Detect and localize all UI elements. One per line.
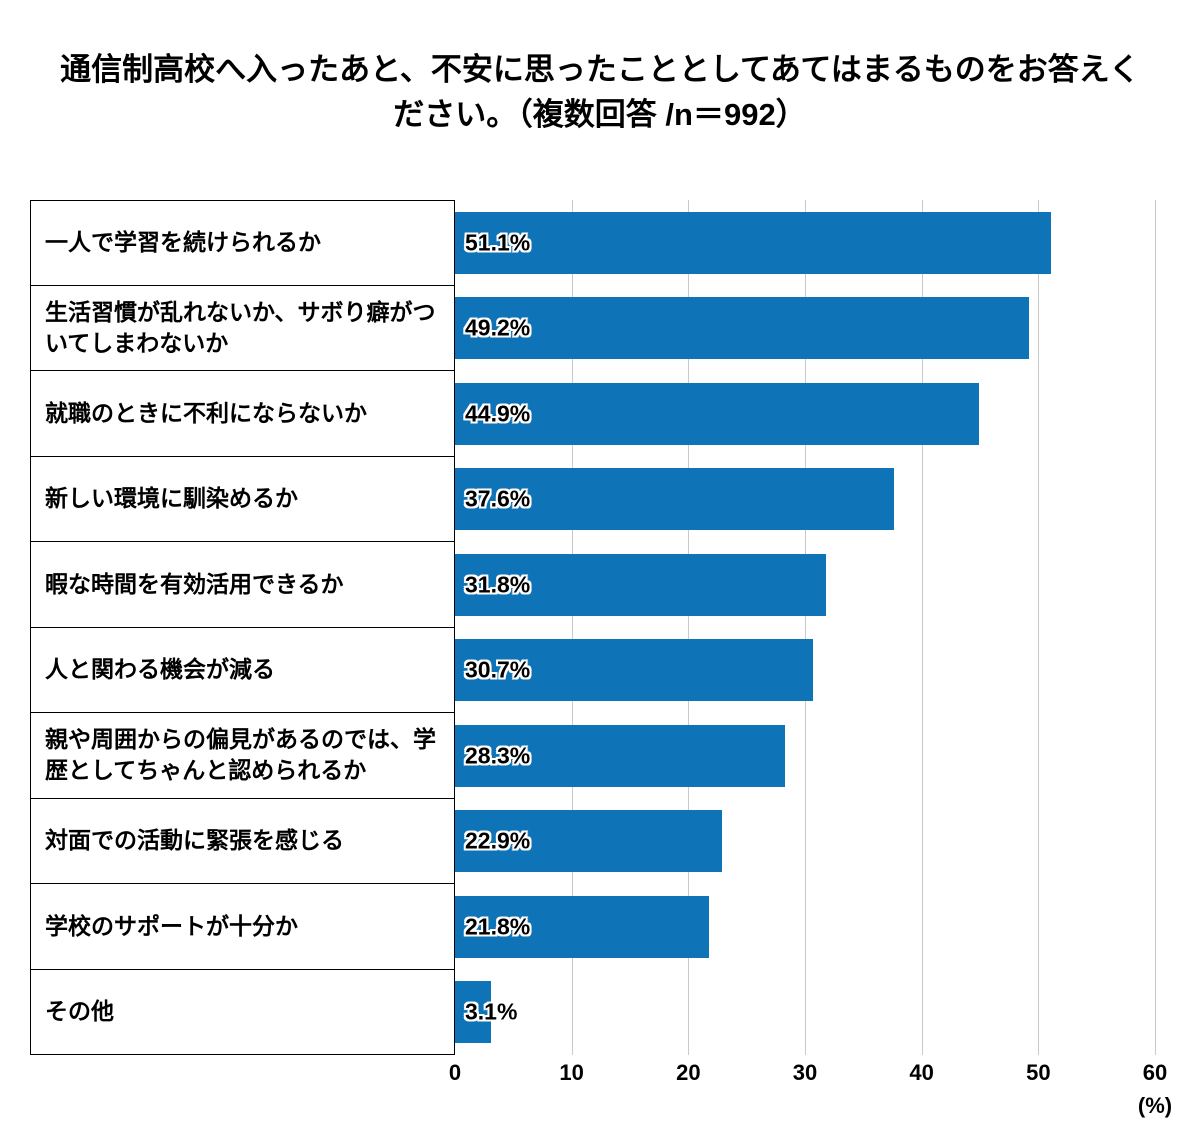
bar-value-label: 30.7% [465, 656, 531, 683]
bar-track: 51.1% [455, 200, 1155, 286]
bar [455, 468, 894, 531]
gridline [921, 200, 923, 1055]
category-label: その他 [30, 969, 455, 1055]
bar-track: 3.1% [455, 970, 1155, 1056]
chart-rows: 一人で学習を続けられるか 51.1% 生活習慣が乱れないか、サボり癖がついてしまわな… [30, 200, 1155, 1055]
bar-track: 31.8% [455, 542, 1155, 628]
chart-row: 生活習慣が乱れないか、サボり癖がついてしまわないか 49.2% [30, 285, 1155, 372]
x-axis-unit-label: (%) [1137, 1093, 1173, 1118]
bar-chart: 一人で学習を続けられるか 51.1% 生活習慣が乱れないか、サボり癖がついてしまわな… [30, 200, 1172, 1140]
bar-value-label: 3.1% [465, 998, 518, 1025]
bar-track: 22.9% [455, 799, 1155, 885]
bar [455, 981, 492, 1044]
chart-row: 対面での活動に緊張を感じる 22.9% [30, 798, 1155, 885]
x-tick-label: 10 [559, 1060, 584, 1085]
bar-value-label: 44.9% [465, 400, 531, 427]
bar [455, 211, 1052, 274]
bar-value-label: 28.3% [465, 742, 531, 769]
chart-row: 人と関わる機会が減る 30.7% [30, 627, 1155, 714]
bar-track: 49.2% [455, 286, 1155, 372]
category-label: 親や周囲からの偏見があるのでは、学歴としてちゃんと認められるか [30, 713, 455, 799]
x-tick-label: 60 [1142, 1060, 1168, 1085]
bar-track: 37.6% [455, 457, 1155, 543]
bar-value-label: 49.2% [465, 314, 531, 341]
bar [455, 297, 1029, 360]
category-label: 人と関わる機会が減る [30, 627, 455, 713]
bar [455, 382, 979, 445]
category-label: 暇な時間を有効活用できるか [30, 542, 455, 628]
x-axis: 0 10 20 30 40 50 60 [30, 1060, 1167, 1090]
bar [455, 724, 786, 787]
bar [455, 553, 826, 616]
bar-value-label: 31.8% [465, 571, 531, 598]
category-label: 新しい環境に馴染めるか [30, 456, 455, 542]
x-tick-label: 0 [448, 1060, 462, 1085]
bar-value-label: 22.9% [465, 827, 531, 854]
bar-track: 28.3% [455, 713, 1155, 799]
chart-row: その他 3.1% [30, 969, 1155, 1056]
chart-row: 学校のサポートが十分か 21.8% [30, 884, 1155, 970]
bar-track: 30.7% [455, 628, 1155, 714]
x-tick-label: 30 [792, 1060, 818, 1085]
gridlines [30, 200, 1156, 1055]
gridline [688, 200, 690, 1055]
bar-value-label: 51.1% [465, 229, 531, 256]
category-label: 就職のときに不利にならないか [30, 371, 455, 457]
x-tick-label: 50 [1026, 1060, 1051, 1085]
gridline [571, 200, 573, 1055]
chart-row: 親や周囲からの偏見があるのでは、学歴としてちゃんと認められるか 28.3% [30, 713, 1155, 799]
gridline [1038, 200, 1040, 1055]
category-label: 生活習慣が乱れないか、サボり癖がついてしまわないか [30, 285, 455, 371]
gridline [1155, 200, 1156, 1055]
chart-row: 一人で学習を続けられるか 51.1% [30, 200, 1155, 286]
x-tick-label: 20 [676, 1060, 701, 1085]
bar [455, 639, 814, 702]
category-label: 一人で学習を続けられるか [30, 200, 455, 286]
chart-row: 暇な時間を有効活用できるか 31.8% [30, 542, 1155, 628]
bar-value-label: 37.6% [465, 485, 531, 512]
x-tick-label: 40 [909, 1060, 934, 1085]
chart-row: 新しい環境に馴染めるか 37.6% [30, 456, 1155, 543]
chart-row: 就職のときに不利にならないか 44.9% [30, 371, 1155, 457]
bar [455, 895, 710, 958]
bar-value-label: 21.8% [465, 913, 531, 940]
bar-track: 21.8% [455, 884, 1155, 970]
bar-track: 44.9% [455, 371, 1155, 457]
category-label: 対面での活動に緊張を感じる [30, 798, 455, 884]
bar [455, 810, 723, 873]
chart-title: 通信制高校へ入ったあと、不安に思ったこととしてあてはまるものをお答えください。（… [60, 52, 1140, 132]
gridline [805, 200, 806, 1055]
category-label: 学校のサポートが十分か [30, 884, 455, 970]
